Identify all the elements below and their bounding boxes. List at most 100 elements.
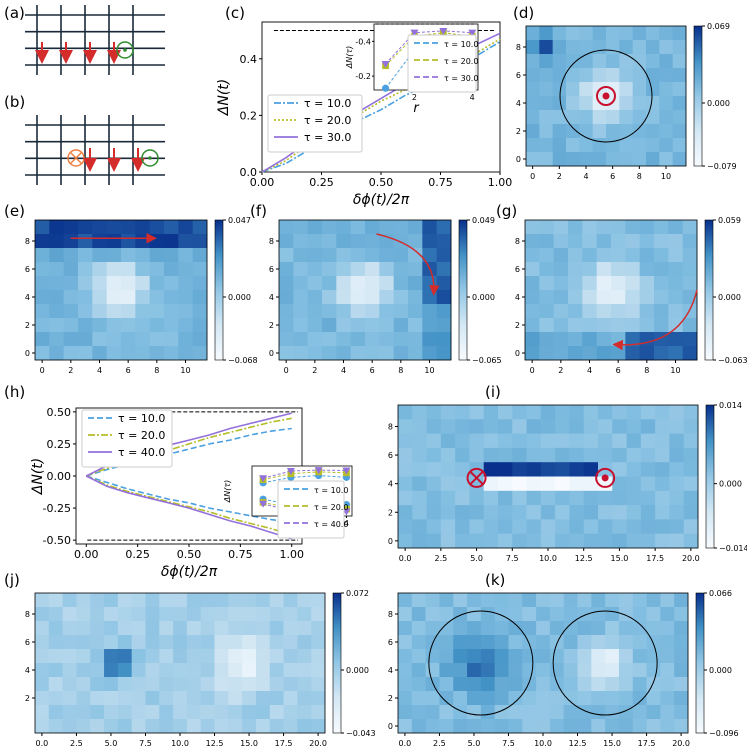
x-tick-label: 0.75 xyxy=(228,548,253,561)
colorbar-tick-label: −0.068 xyxy=(228,356,258,365)
heatmap-cell xyxy=(660,607,675,622)
heatmap-cell xyxy=(498,476,513,492)
heatmap-cell xyxy=(411,593,427,608)
x-tick-label: 17.5 xyxy=(638,739,656,748)
heatmap-cell xyxy=(192,276,208,291)
heatmap-cell xyxy=(164,346,179,361)
heatmap-cell xyxy=(646,110,660,125)
heatmap-cell xyxy=(539,262,555,277)
heatmap-cell xyxy=(563,593,578,608)
heatmap-cell xyxy=(553,248,569,263)
heatmap-cell xyxy=(311,719,326,734)
heatmap-cell xyxy=(606,68,620,83)
heatmap-cell xyxy=(639,290,655,305)
heatmap-cell xyxy=(135,220,151,235)
heatmap-cell xyxy=(186,621,202,636)
heatmap-cell xyxy=(322,346,337,361)
heatmap-cell xyxy=(322,290,337,305)
heatmap-cell xyxy=(269,691,284,706)
heatmap-cell xyxy=(522,663,537,678)
heatmap-cell xyxy=(669,519,685,535)
heatmap-cell xyxy=(683,405,699,420)
inset-y-axis-label: ΔN(τ) xyxy=(345,46,354,70)
heatmap-cell xyxy=(228,705,243,720)
heatmap-cell xyxy=(35,234,50,249)
heatmap-cell xyxy=(412,519,427,535)
heatmap-cell xyxy=(582,220,598,235)
inset-x-axis-label: r xyxy=(413,101,420,116)
heatmap-cell xyxy=(439,719,454,734)
heatmap-cell xyxy=(669,419,685,434)
heatmap-cell xyxy=(583,476,599,492)
heatmap-cell xyxy=(411,719,427,734)
heatmap-cell xyxy=(365,318,380,333)
heatmap-cell xyxy=(494,635,509,650)
flux-out-dot xyxy=(148,156,152,160)
heatmap-cell xyxy=(632,621,647,636)
x-tick-label: 0.50 xyxy=(177,548,202,561)
heatmap-cell xyxy=(583,405,599,420)
heatmap-cell xyxy=(192,346,208,361)
data-marker xyxy=(468,29,477,37)
heatmap-cell xyxy=(164,276,179,291)
x-tick-label: 2 xyxy=(557,172,562,181)
heatmap-cell xyxy=(192,304,208,319)
heatmap-cell xyxy=(512,476,527,492)
colorbar-tick-label: 0.000 xyxy=(346,666,369,675)
heatmap-cell xyxy=(674,649,689,664)
inset-x-tick-label: 4 xyxy=(470,93,475,102)
heatmap-cell xyxy=(412,476,427,492)
heatmap-cell xyxy=(660,621,675,636)
heatmap-cell xyxy=(408,332,423,347)
heatmap-cell xyxy=(455,533,470,549)
heatmap-cell xyxy=(398,433,413,449)
heatmap-cell xyxy=(255,607,271,622)
heatmap-cell xyxy=(145,677,160,692)
heatmap-cell xyxy=(467,649,482,664)
heatmap-cell xyxy=(186,663,202,678)
heatmap-cell xyxy=(539,26,554,41)
y-tick-label: 4 xyxy=(269,293,274,302)
heatmap-cell xyxy=(336,290,352,305)
heatmap-cell xyxy=(683,462,699,477)
heatmap-cell xyxy=(552,40,567,55)
heatmap-cell xyxy=(526,419,542,434)
heatmap-cell xyxy=(646,607,661,622)
heatmap-cell xyxy=(540,505,556,520)
heatmap-cell xyxy=(646,663,661,678)
heatmap-cell xyxy=(422,346,438,361)
heatmap-cell xyxy=(582,248,598,263)
heatmap-cell xyxy=(569,505,585,520)
heatmap-cell xyxy=(654,234,669,249)
data-marker xyxy=(286,468,295,475)
heatmap-cell xyxy=(149,234,165,249)
heatmap-cell xyxy=(393,234,409,249)
heatmap-cell xyxy=(422,332,438,347)
heatmap-cell xyxy=(76,593,91,608)
heatmap-cell xyxy=(536,719,551,734)
heatmap-cell xyxy=(214,607,229,622)
colorbar-tick-label: 0.014 xyxy=(719,401,742,410)
heatmap-cell xyxy=(577,663,592,678)
heatmap-cell xyxy=(646,138,660,153)
heatmap-cell xyxy=(269,663,284,678)
heatmap-cell xyxy=(121,262,136,277)
heatmap-cell xyxy=(412,405,427,420)
heatmap-cell xyxy=(106,220,122,235)
heatmap-cell xyxy=(293,318,309,333)
heatmap-cell xyxy=(605,593,620,608)
heatmap-cell xyxy=(104,649,119,664)
heatmap-cell xyxy=(307,262,323,277)
heatmap-cell xyxy=(398,677,413,692)
heatmap-cell xyxy=(411,649,427,664)
heatmap-cell xyxy=(131,621,146,636)
heatmap-cell xyxy=(606,110,620,125)
heatmap-cell xyxy=(214,635,229,650)
heatmap-cell xyxy=(455,433,470,449)
heatmap-cell xyxy=(63,346,79,361)
heatmap-cell xyxy=(35,276,50,291)
heatmap-cell xyxy=(526,490,542,506)
colorbar-tick-label: 0.000 xyxy=(719,480,742,489)
heatmap-cell xyxy=(566,152,580,167)
heatmap-cell xyxy=(483,490,499,506)
